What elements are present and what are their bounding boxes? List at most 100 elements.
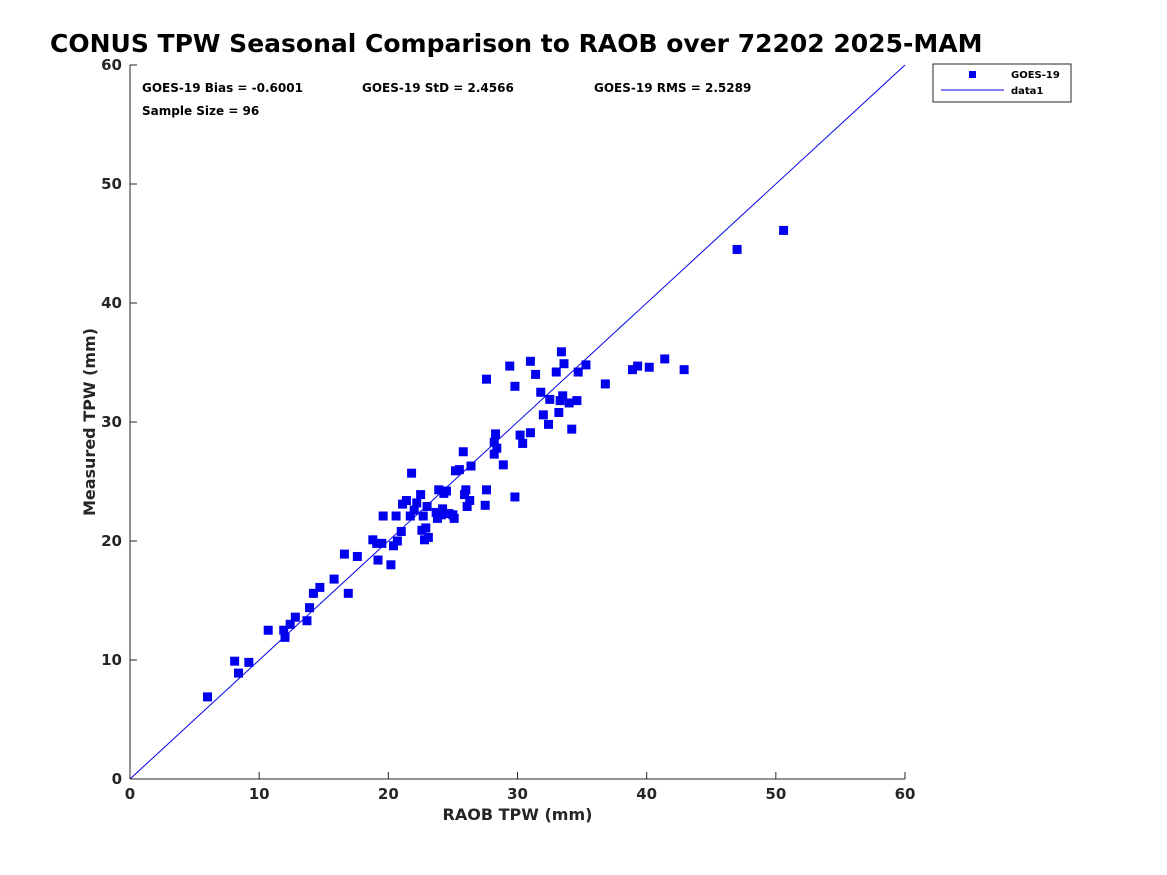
scatter-point (564, 398, 574, 408)
scatter-point (409, 505, 419, 515)
scatter-point (401, 496, 411, 506)
scatter-point (416, 490, 426, 500)
scatter-point (421, 523, 431, 533)
sample-size-annotation: Sample Size = 96 (142, 104, 259, 118)
scatter-point (556, 347, 566, 357)
identity-line-group (129, 64, 906, 780)
scatter-point (315, 582, 325, 592)
x-tick-label: 30 (507, 785, 528, 803)
legend-marker-goes19 (969, 71, 976, 78)
scatter-point (510, 492, 520, 502)
scatter-point (491, 429, 501, 439)
bias-annotation: GOES-19 Bias = -0.6001 (142, 81, 303, 95)
scatter-point (386, 560, 396, 570)
scatter-point (515, 430, 525, 440)
scatter-point (567, 424, 577, 434)
x-tick-label: 0 (125, 785, 135, 803)
scatter-point (531, 369, 541, 379)
scatter-point (407, 468, 417, 478)
scatter-point (244, 657, 254, 667)
scatter-point (302, 616, 312, 626)
scatter-point (203, 692, 212, 702)
scatter-point (434, 485, 444, 495)
scatter-point (305, 603, 315, 613)
scatter-point (559, 359, 569, 369)
scatter-point (482, 374, 491, 384)
scatter-point (555, 396, 565, 406)
scatter-point (732, 244, 742, 254)
scatter-point (600, 379, 610, 389)
chart-title: CONUS TPW Seasonal Comparison to RAOB ov… (50, 29, 982, 58)
scatter-point (518, 438, 528, 448)
scatter-point (378, 511, 388, 521)
std-annotation: GOES-19 StD = 2.4566 (362, 81, 514, 95)
y-axis-ticks: 0 10 20 30 40 50 60 (101, 56, 137, 788)
series-line-data1 (129, 64, 906, 780)
scatter-point (536, 387, 546, 397)
x-tick-label: 10 (249, 785, 270, 803)
scatter-point (633, 361, 643, 371)
scatter-point (449, 513, 459, 523)
x-tick-label: 60 (895, 785, 916, 803)
scatter-point (389, 541, 398, 551)
y-tick-label: 20 (101, 532, 122, 550)
scatter-point (230, 656, 240, 666)
scatter-point (551, 367, 561, 377)
scatter-point (436, 510, 446, 520)
y-tick-label: 30 (101, 413, 122, 431)
scatter-point (627, 365, 637, 375)
scatter-point (396, 526, 406, 536)
scatter-point (454, 465, 464, 475)
scatter-point (431, 507, 441, 517)
scatter-point (558, 391, 568, 401)
scatter-point (538, 410, 548, 420)
scatter-point (412, 498, 422, 508)
scatter-point (461, 485, 471, 495)
x-tick-label: 40 (636, 785, 657, 803)
scatter-point (465, 496, 475, 506)
scatter-point (279, 625, 289, 635)
scatter-point (405, 511, 415, 521)
y-tick-label: 40 (101, 294, 122, 312)
scatter-point (489, 449, 499, 459)
y-tick-label: 10 (101, 651, 122, 669)
x-axis-label: RAOB TPW (mm) (443, 805, 593, 824)
scatter-point (352, 551, 362, 561)
scatter-point (373, 555, 383, 565)
scatter-point (423, 532, 433, 542)
scatter-point (441, 486, 451, 496)
y-tick-label: 50 (101, 175, 122, 193)
scatter-point (525, 428, 535, 438)
x-tick-label: 20 (378, 785, 399, 803)
y-tick-label: 0 (112, 770, 122, 788)
scatter-point (377, 538, 387, 548)
scatter-points-group (203, 225, 789, 702)
scatter-point (573, 367, 583, 377)
scatter-point (462, 501, 472, 511)
scatter-point (392, 536, 402, 546)
scatter-point (572, 396, 582, 406)
scatter-point (329, 574, 339, 584)
scatter-point (480, 500, 490, 510)
scatter-point (418, 511, 428, 521)
scatter-point (391, 511, 401, 521)
scatter-point (545, 394, 555, 404)
scatter-point (660, 354, 670, 364)
legend: GOES-19 data1 (932, 63, 1072, 103)
scatter-point (489, 437, 499, 447)
legend-box (932, 63, 1072, 103)
y-tick-label: 60 (101, 56, 122, 74)
scatter-point (372, 538, 382, 548)
x-axis-ticks: 0 10 20 30 40 50 60 (125, 772, 916, 803)
scatter-point (525, 356, 535, 366)
scatter-point (679, 365, 689, 375)
scatter-point (492, 443, 502, 453)
scatter-point (544, 419, 553, 429)
scatter-point (779, 225, 789, 235)
x-tick-label: 50 (765, 785, 786, 803)
rms-annotation: GOES-19 RMS = 2.5289 (594, 81, 751, 95)
scatter-point (644, 362, 654, 372)
scatter-point (554, 407, 564, 417)
scatter-point (290, 612, 300, 622)
